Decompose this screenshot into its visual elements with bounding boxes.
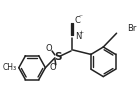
Text: CH₃: CH₃: [3, 63, 17, 72]
Text: Br: Br: [127, 24, 136, 33]
Text: N: N: [75, 32, 81, 41]
Text: O: O: [50, 63, 56, 72]
Text: C: C: [75, 16, 81, 25]
Text: O: O: [46, 44, 53, 52]
Text: S: S: [54, 52, 61, 62]
Text: +: +: [78, 30, 83, 35]
Text: ⁻: ⁻: [79, 12, 83, 21]
